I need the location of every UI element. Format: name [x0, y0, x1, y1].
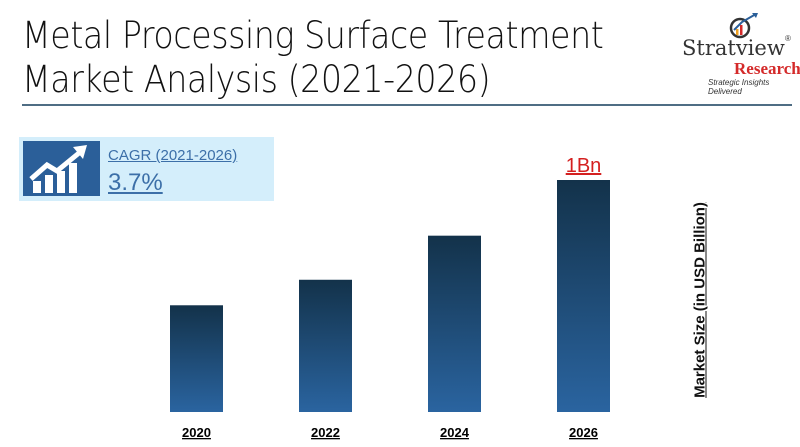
- logo-reg: ®: [785, 34, 791, 43]
- magnifier-chart-icon: [729, 13, 758, 39]
- bar-2026: [557, 180, 610, 412]
- bar-2022: [299, 279, 352, 412]
- title-line-2: Market Analysis (2021-2026): [22, 58, 491, 101]
- title-line-1: Metal Processing Surface Treatment: [22, 14, 604, 57]
- x-tick-label: 2020: [182, 425, 211, 440]
- logo-sub: Research: [734, 59, 800, 78]
- growth-chart-icon: [23, 141, 100, 196]
- stratview-logo: Stratview ® Research Strategic Insights …: [660, 10, 800, 105]
- x-tick-label: 2022: [311, 425, 340, 440]
- cagr-label: CAGR (2021-2026): [108, 147, 238, 164]
- bar-2020: [170, 305, 223, 412]
- y-axis-label: Market Size (in USD Billion): [691, 202, 709, 398]
- cagr-box: CAGR (2021-2026) 3.7%: [19, 137, 274, 201]
- logo-tagline: Strategic Insights Delivered: [708, 78, 770, 96]
- page-title: Metal Processing Surface Treatment Market…: [22, 14, 604, 102]
- bar-2024: [428, 235, 481, 412]
- x-tick-label: 2024: [440, 425, 470, 440]
- logo-name: Stratview: [682, 36, 785, 60]
- cagr-value: 3.7%: [108, 169, 163, 196]
- divider: [22, 104, 792, 106]
- data-label: 1Bn: [566, 155, 602, 177]
- x-tick-label: 2026: [569, 425, 598, 440]
